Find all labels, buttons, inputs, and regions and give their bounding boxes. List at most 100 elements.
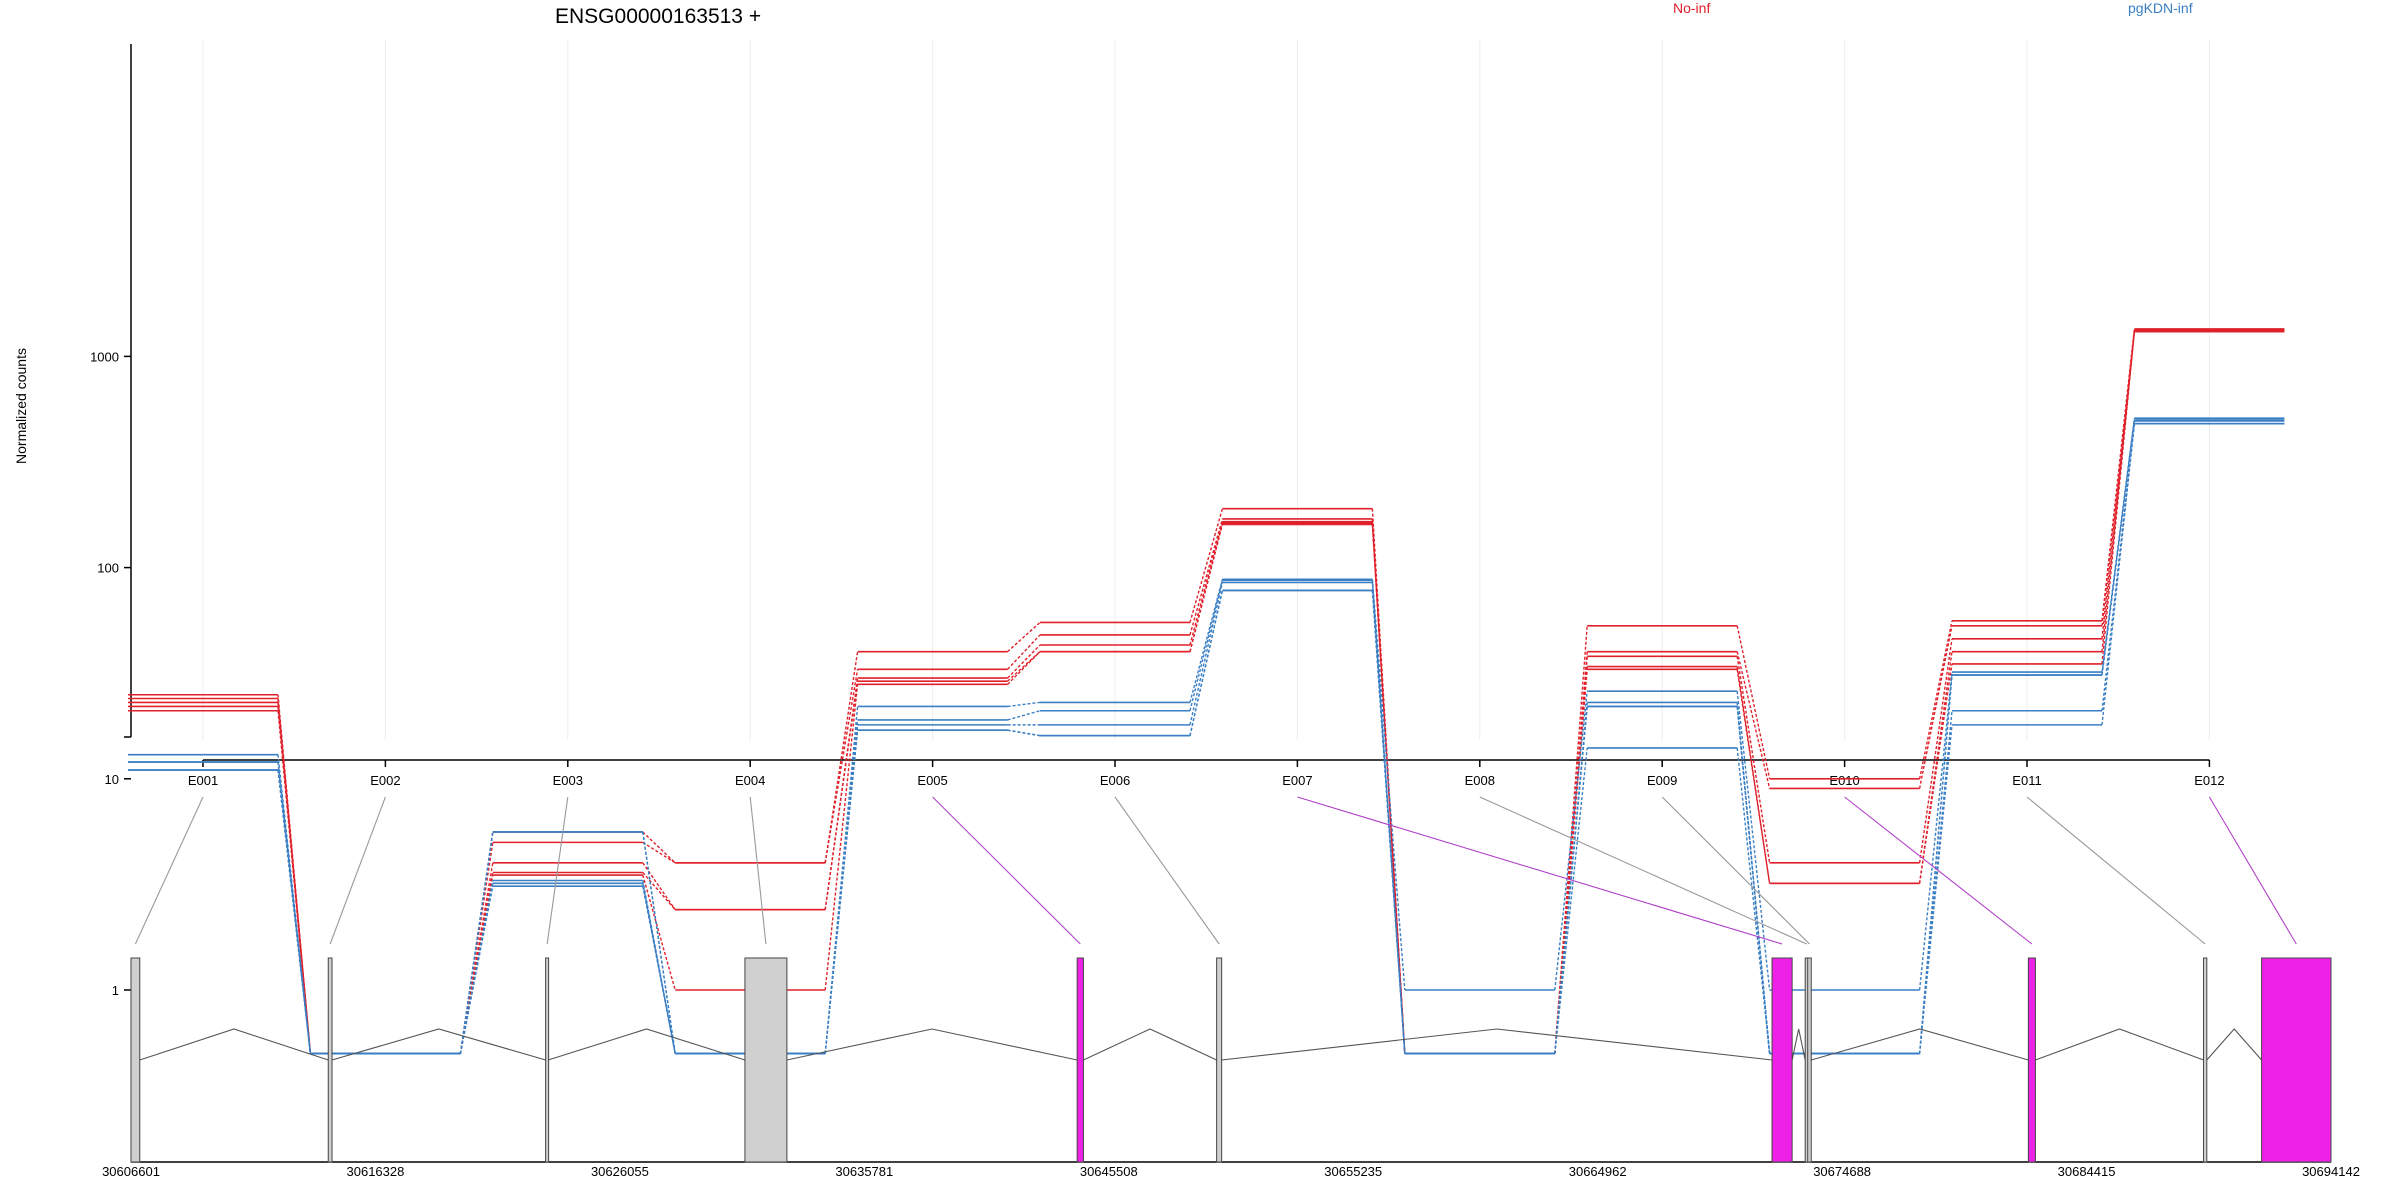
no-inf-line-1-connector-E003: [642, 831, 676, 864]
y-axis-title: Normalized counts: [13, 348, 29, 464]
x-tick-label-E011: E011: [2012, 773, 2041, 788]
x-tick-label-E001: E001: [188, 773, 218, 788]
x-tick-label-E012: E012: [2194, 773, 2224, 788]
exon-connector-E010: [1844, 796, 2033, 945]
genomic-tick-label-6: 30655235: [1324, 1164, 1382, 1179]
legend-no-inf: No-inf: [1673, 0, 1710, 16]
exon-box-E003: [545, 957, 550, 1163]
pgkdn-inf-line-5-connector-E005: [1007, 729, 1041, 737]
no-inf-line-3-connector-E002: [459, 862, 494, 1054]
intron-E003-E004: [547, 1028, 746, 1061]
no-inf-line-5-connector-E009: [1736, 669, 1771, 884]
exon-box-E011: [2203, 957, 2208, 1163]
no-inf-line-3-connector-E010: [1918, 638, 1953, 863]
x-tick-label-E007: E007: [1282, 773, 1312, 788]
y-tick-label-10: 10: [105, 772, 119, 787]
exon-connector-E004: [749, 796, 767, 945]
intron-E006-E007: [1221, 1028, 1773, 1061]
intron-E001-E002: [139, 1028, 329, 1061]
no-inf-line-1-connector-E009: [1736, 625, 1771, 779]
pgkdn-inf-line-5-connector-E011: [2101, 423, 2136, 725]
no-inf-line-2-connector-E006: [1189, 518, 1224, 636]
no-inf-line-2-connector-E009: [1736, 651, 1771, 789]
pgkdn-inf-line-1-connector-E010: [1918, 672, 1953, 991]
pgkdn-inf-line-5-connector-E006: [1189, 590, 1224, 736]
no-inf-line-5-connector-E010: [1918, 663, 1953, 884]
no-inf-line-2-connector-E010: [1918, 625, 1953, 789]
no-inf-line-4-connector-E004: [824, 681, 859, 910]
no-inf-line-5-connector-E001: [277, 710, 312, 1054]
pgkdn-inf-line-3-connector-E010: [1918, 674, 1953, 1054]
no-inf-line-4-connector-E011: [2101, 331, 2136, 652]
exon-box-E005: [1076, 957, 1084, 1163]
pgkdn-inf-line-4-connector-E011: [2101, 423, 2136, 711]
no-inf-line-5-connector-E006: [1189, 524, 1224, 652]
no-inf-line-3-connector-E003: [642, 862, 676, 911]
pgkdn-inf-line-5-connector-E001: [277, 769, 312, 1054]
pgkdn-inf-line-1-connector-E008: [1554, 691, 1588, 991]
pgkdn-inf-line-5-connector-E004: [824, 730, 859, 1054]
pgkdn-inf-line-1-connector-E006: [1189, 579, 1224, 703]
genomic-tick-label-2: 30616328: [347, 1164, 405, 1179]
genomic-tick-label-5: 30645508: [1080, 1164, 1138, 1179]
intron-E004-E005: [786, 1028, 1078, 1061]
exon-box-E010: [2027, 957, 2036, 1163]
pgkdn-inf-line-5-connector-E002: [459, 886, 494, 1054]
pgkdn-inf-line-1-connector-E007: [1371, 579, 1406, 991]
exon-connector-E001: [134, 796, 204, 945]
pgkdn-inf-line-4-connector-E003: [642, 883, 676, 1054]
x-tick-label-E006: E006: [1100, 773, 1130, 788]
genomic-tick-label-9: 30684415: [2058, 1164, 2116, 1179]
no-inf-line-5-connector-E005: [1007, 651, 1041, 685]
x-tick-label-E004: E004: [735, 773, 765, 788]
no-inf-line-4-connector-E005: [1007, 651, 1041, 682]
no-inf-line-5-connector-E003: [642, 874, 676, 991]
exon-box-E006: [1216, 957, 1223, 1163]
legend-pgkdn-inf: pgKDN-inf: [2128, 0, 2193, 16]
series-lines: [128, 328, 2285, 1055]
pgkdn-inf-line-5-connector-E003: [642, 886, 676, 1054]
exon-box-E012: [2261, 957, 2332, 1163]
no-inf-line-5-connector-E011: [2101, 331, 2136, 664]
axes: 1 10 100 1000 E001 E002 E003 E004 E005 E006 E007 E0…: [90, 44, 2225, 998]
exon-box-E009: [1807, 957, 1812, 1163]
exon-connector-E009: [1661, 796, 1810, 945]
exon-connector-E011: [2026, 796, 2206, 945]
x-tick-label-E003: E003: [553, 773, 583, 788]
x-tick-label-E009: E009: [1647, 773, 1677, 788]
genomic-tick-label-4: 30635781: [835, 1164, 893, 1179]
intron-E009-E010: [1811, 1028, 2029, 1061]
no-inf-line-5-connector-E008: [1554, 669, 1588, 1054]
pgkdn-inf-line-5-connector-E009: [1736, 706, 1771, 1054]
intron-E005-E006: [1083, 1028, 1217, 1061]
pgkdn-inf-line-1-connector-E005: [1007, 701, 1041, 708]
genomic-tick-label-10: 30694142: [2302, 1164, 2360, 1179]
vertical-gridlines: [202, 40, 2210, 740]
exon-connector-E006: [1114, 796, 1220, 945]
pgkdn-inf-line-3-connector-E007: [1371, 582, 1406, 1054]
x-tick-label-E008: E008: [1465, 773, 1495, 788]
no-inf-line-4-connector-E003: [642, 872, 676, 911]
genomic-tick-label-3: 30626055: [591, 1164, 649, 1179]
pgkdn-inf-line-1-connector-E004: [824, 706, 859, 1054]
no-inf-line-2-connector-E003: [642, 841, 676, 864]
no-inf-line-3-connector-E007: [1371, 521, 1406, 1054]
pgkdn-inf-line-5-connector-E007: [1371, 590, 1406, 1054]
no-inf-line-4-connector-E010: [1918, 651, 1953, 884]
no-inf-line-5-connector-E004: [824, 684, 859, 991]
no-inf-line-3-connector-E008: [1554, 656, 1588, 1054]
pgkdn-inf-line-5-connector-E010: [1918, 724, 1953, 1054]
no-inf-line-2-connector-E004: [824, 669, 859, 863]
y-tick-label-1000: 1000: [90, 349, 119, 364]
gene-model: 30606601 30616328 30626055 30635781 30645508…: [102, 957, 2360, 1179]
genomic-tick-label-1: 30606601: [102, 1164, 160, 1179]
pgkdn-inf-line-5-connector-E008: [1554, 706, 1588, 1054]
exon-connector-E012: [2208, 796, 2297, 945]
no-inf-line-4-connector-E009: [1736, 666, 1771, 884]
exon-connector-E003: [546, 796, 569, 945]
exon-box-E004: [744, 957, 788, 1163]
no-inf-line-3-connector-E005: [1007, 644, 1041, 679]
no-inf-line-3-connector-E006: [1189, 521, 1224, 646]
pgkdn-inf-line-2-connector-E006: [1189, 580, 1224, 711]
